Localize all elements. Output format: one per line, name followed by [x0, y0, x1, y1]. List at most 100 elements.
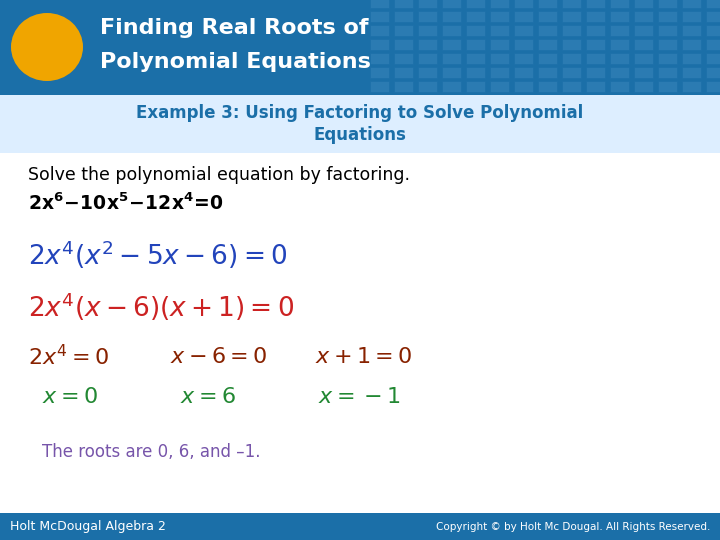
FancyBboxPatch shape — [562, 39, 581, 50]
FancyBboxPatch shape — [418, 11, 437, 22]
FancyBboxPatch shape — [370, 0, 389, 8]
FancyBboxPatch shape — [538, 67, 557, 78]
FancyBboxPatch shape — [466, 11, 485, 22]
FancyBboxPatch shape — [538, 81, 557, 92]
Text: $2x^4(x^2-5x-6)=0$: $2x^4(x^2-5x-6)=0$ — [28, 239, 287, 271]
FancyBboxPatch shape — [706, 25, 720, 36]
FancyBboxPatch shape — [514, 25, 533, 36]
FancyBboxPatch shape — [658, 25, 677, 36]
FancyBboxPatch shape — [610, 25, 629, 36]
Text: Polynomial Equations: Polynomial Equations — [100, 52, 371, 72]
FancyBboxPatch shape — [562, 11, 581, 22]
FancyBboxPatch shape — [490, 25, 509, 36]
FancyBboxPatch shape — [706, 0, 720, 8]
FancyBboxPatch shape — [490, 11, 509, 22]
FancyBboxPatch shape — [370, 11, 389, 22]
FancyBboxPatch shape — [634, 67, 653, 78]
FancyBboxPatch shape — [514, 39, 533, 50]
FancyBboxPatch shape — [586, 53, 605, 64]
FancyBboxPatch shape — [442, 39, 461, 50]
FancyBboxPatch shape — [682, 81, 701, 92]
FancyBboxPatch shape — [682, 25, 701, 36]
FancyBboxPatch shape — [586, 25, 605, 36]
FancyBboxPatch shape — [658, 53, 677, 64]
FancyBboxPatch shape — [634, 39, 653, 50]
FancyBboxPatch shape — [442, 81, 461, 92]
Text: $x=6$: $x=6$ — [180, 387, 236, 407]
FancyBboxPatch shape — [418, 67, 437, 78]
FancyBboxPatch shape — [442, 25, 461, 36]
FancyBboxPatch shape — [0, 513, 720, 540]
FancyBboxPatch shape — [586, 11, 605, 22]
FancyBboxPatch shape — [706, 11, 720, 22]
FancyBboxPatch shape — [490, 0, 509, 8]
FancyBboxPatch shape — [658, 39, 677, 50]
FancyBboxPatch shape — [466, 39, 485, 50]
FancyBboxPatch shape — [490, 53, 509, 64]
FancyBboxPatch shape — [394, 11, 413, 22]
FancyBboxPatch shape — [514, 0, 533, 8]
FancyBboxPatch shape — [658, 81, 677, 92]
FancyBboxPatch shape — [586, 0, 605, 8]
FancyBboxPatch shape — [394, 0, 413, 8]
FancyBboxPatch shape — [442, 53, 461, 64]
FancyBboxPatch shape — [442, 11, 461, 22]
FancyBboxPatch shape — [658, 11, 677, 22]
FancyBboxPatch shape — [418, 81, 437, 92]
Text: $x=0$: $x=0$ — [42, 387, 98, 407]
FancyBboxPatch shape — [634, 11, 653, 22]
FancyBboxPatch shape — [706, 53, 720, 64]
FancyBboxPatch shape — [586, 39, 605, 50]
FancyBboxPatch shape — [514, 11, 533, 22]
FancyBboxPatch shape — [610, 0, 629, 8]
FancyBboxPatch shape — [634, 81, 653, 92]
FancyBboxPatch shape — [538, 11, 557, 22]
FancyBboxPatch shape — [0, 0, 720, 95]
FancyBboxPatch shape — [394, 39, 413, 50]
FancyBboxPatch shape — [514, 67, 533, 78]
FancyBboxPatch shape — [466, 53, 485, 64]
FancyBboxPatch shape — [370, 53, 389, 64]
FancyBboxPatch shape — [466, 67, 485, 78]
Text: The roots are 0, 6, and –1.: The roots are 0, 6, and –1. — [42, 443, 261, 461]
FancyBboxPatch shape — [562, 0, 581, 8]
FancyBboxPatch shape — [418, 39, 437, 50]
Text: Copyright © by Holt Mc Dougal. All Rights Reserved.: Copyright © by Holt Mc Dougal. All Right… — [436, 522, 710, 531]
FancyBboxPatch shape — [706, 81, 720, 92]
FancyBboxPatch shape — [682, 53, 701, 64]
FancyBboxPatch shape — [490, 67, 509, 78]
Text: Equations: Equations — [314, 126, 406, 144]
FancyBboxPatch shape — [538, 39, 557, 50]
FancyBboxPatch shape — [610, 67, 629, 78]
FancyBboxPatch shape — [490, 39, 509, 50]
FancyBboxPatch shape — [658, 0, 677, 8]
Text: Solve the polynomial equation by factoring.: Solve the polynomial equation by factori… — [28, 166, 410, 184]
FancyBboxPatch shape — [418, 25, 437, 36]
FancyBboxPatch shape — [586, 67, 605, 78]
FancyBboxPatch shape — [394, 25, 413, 36]
FancyBboxPatch shape — [586, 81, 605, 92]
FancyBboxPatch shape — [418, 0, 437, 8]
FancyBboxPatch shape — [442, 67, 461, 78]
FancyBboxPatch shape — [610, 11, 629, 22]
Text: $x+1=0$: $x+1=0$ — [315, 347, 413, 367]
FancyBboxPatch shape — [634, 0, 653, 8]
FancyBboxPatch shape — [370, 39, 389, 50]
Text: Holt McDougal Algebra 2: Holt McDougal Algebra 2 — [10, 520, 166, 533]
FancyBboxPatch shape — [394, 53, 413, 64]
FancyBboxPatch shape — [610, 81, 629, 92]
FancyBboxPatch shape — [538, 25, 557, 36]
FancyBboxPatch shape — [610, 39, 629, 50]
Text: Example 3: Using Factoring to Solve Polynomial: Example 3: Using Factoring to Solve Poly… — [136, 104, 584, 122]
FancyBboxPatch shape — [538, 53, 557, 64]
FancyBboxPatch shape — [682, 11, 701, 22]
FancyBboxPatch shape — [706, 39, 720, 50]
FancyBboxPatch shape — [514, 81, 533, 92]
FancyBboxPatch shape — [490, 81, 509, 92]
FancyBboxPatch shape — [370, 25, 389, 36]
Text: $x-6=0$: $x-6=0$ — [170, 347, 267, 367]
FancyBboxPatch shape — [562, 67, 581, 78]
FancyBboxPatch shape — [706, 67, 720, 78]
FancyBboxPatch shape — [394, 67, 413, 78]
FancyBboxPatch shape — [562, 81, 581, 92]
